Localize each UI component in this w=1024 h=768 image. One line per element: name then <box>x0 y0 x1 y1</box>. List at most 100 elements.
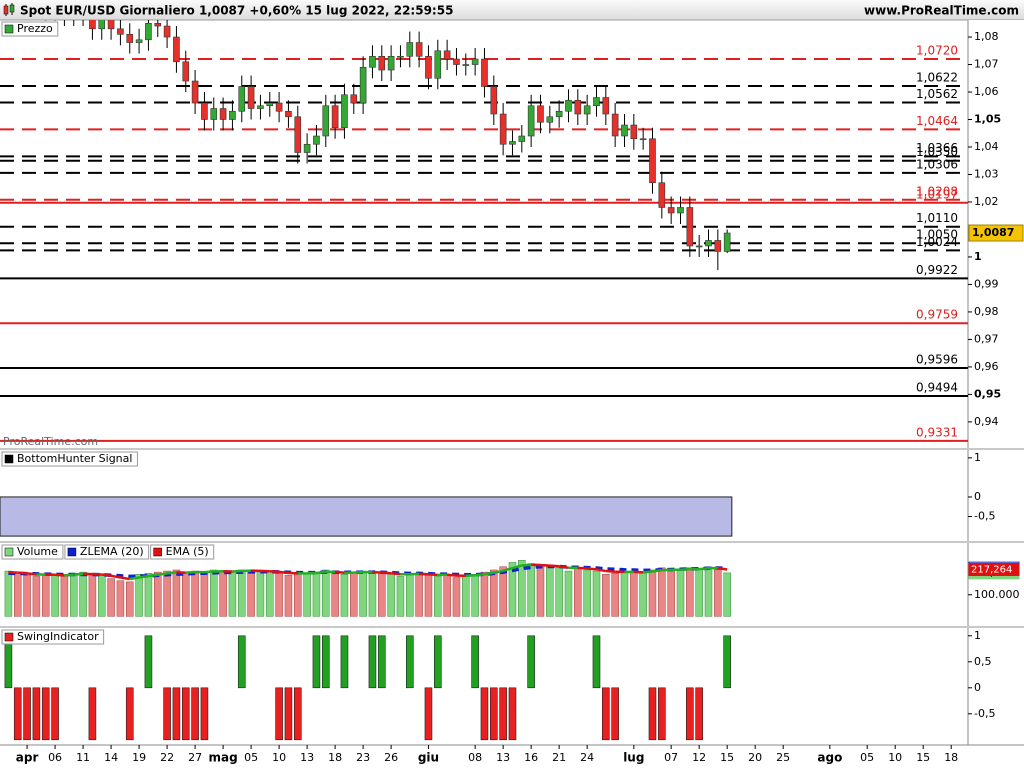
volume-bar <box>266 571 274 617</box>
level-label: 1,0622 <box>916 70 958 84</box>
volume-bar <box>704 566 713 617</box>
volume-bar <box>611 572 619 617</box>
candle-body <box>369 55 376 68</box>
y-tick-label: -0,5 <box>974 707 995 720</box>
header-title: Spot EUR/USD Giornaliero 1,0087 +0,60% 1… <box>20 4 453 18</box>
y-axis-area <box>968 20 1024 745</box>
volume-bar <box>135 574 143 617</box>
legend-item: BottomHunter Signal <box>1 451 138 467</box>
candle-body <box>509 141 516 145</box>
volume-bar <box>182 572 190 617</box>
candle-body <box>247 86 255 109</box>
volume-bar <box>172 569 181 617</box>
volume-bar <box>238 569 246 617</box>
candle-body <box>266 102 274 107</box>
candle-body <box>415 42 423 57</box>
ema-segment <box>652 568 662 573</box>
ema-segment <box>390 571 401 576</box>
volume-bar <box>592 570 601 617</box>
ema-segment <box>474 573 485 577</box>
candle-body <box>107 20 115 30</box>
legend-label: Prezzo <box>17 22 53 35</box>
volume-bar <box>695 568 703 617</box>
y-tick-label: 0,96 <box>974 360 999 373</box>
ema-segment <box>447 573 457 577</box>
candle-body <box>425 55 432 79</box>
swing-bar <box>592 635 601 689</box>
candle-body <box>173 36 180 63</box>
volume-bar <box>41 574 50 617</box>
candle-body <box>303 143 311 153</box>
volume-bar <box>462 576 470 617</box>
x-tick-label: 05 <box>860 751 874 764</box>
ema-segment <box>54 573 65 577</box>
candle-body <box>98 20 106 30</box>
y-tick-label: -0,5 <box>974 510 995 523</box>
ema-segment <box>269 570 280 574</box>
volume-bar <box>303 572 311 617</box>
ema-segment <box>129 576 140 581</box>
x-tick-label: 13 <box>300 751 314 764</box>
legend-item: Volume <box>1 544 64 560</box>
x-tick-label: 20 <box>748 751 762 764</box>
y-tick-label: 0,98 <box>974 305 999 318</box>
x-tick-label: 07 <box>664 751 678 764</box>
volume-bar <box>97 575 106 617</box>
x-tick-label: 15 <box>720 751 734 764</box>
volume-bar <box>518 560 526 617</box>
volume-bar <box>527 563 535 617</box>
volume-bar <box>415 572 423 617</box>
candle-body <box>658 182 666 208</box>
swing-bar <box>13 687 22 741</box>
y-tick-label: 100.000 <box>974 588 1020 601</box>
candle-body <box>238 86 246 112</box>
x-tick-label: 12 <box>692 751 706 764</box>
swing-bar <box>433 635 442 689</box>
level-label: 0,9922 <box>916 263 958 277</box>
y-tick-label: 0,99 <box>974 277 999 290</box>
swing-bar <box>191 687 199 741</box>
level-label: 1,0366 <box>916 141 958 155</box>
ema-segment <box>138 574 149 579</box>
ema-segment <box>316 570 326 575</box>
swing-bar <box>405 635 414 689</box>
level-label: 1,0306 <box>916 157 958 171</box>
ema-segment <box>521 563 532 567</box>
x-tick-label: 25 <box>776 751 790 764</box>
swing-bar <box>275 687 283 741</box>
panel <box>4 635 731 741</box>
volume-bar <box>602 574 610 617</box>
swing-bar <box>172 687 181 741</box>
legend-label: SwingIndicator <box>17 630 99 643</box>
ema-segment <box>73 572 84 576</box>
ema-segment <box>577 566 588 570</box>
volume-bar <box>312 571 321 617</box>
level-label: 0,9494 <box>916 381 958 395</box>
volume-bar <box>667 568 675 617</box>
volume-bar <box>210 569 218 617</box>
candle-body <box>593 97 600 107</box>
swing-bar <box>723 635 731 689</box>
panel <box>4 560 731 617</box>
volume-bar <box>480 571 489 617</box>
volume-bar <box>284 575 293 617</box>
swing-bar <box>237 635 246 689</box>
ema-segment <box>605 569 616 573</box>
swing-bar <box>508 687 517 741</box>
legend-box <box>1 629 105 645</box>
header-site[interactable]: www.ProRealTime.com <box>864 4 1019 18</box>
candle-body <box>135 39 143 43</box>
volume-bar <box>499 566 507 617</box>
swing-bar <box>181 687 190 741</box>
x-tick-label: 10 <box>272 751 286 764</box>
swing-bar <box>686 687 694 741</box>
volume-bar <box>163 570 171 617</box>
ema-segment <box>334 570 345 575</box>
x-tick-label: 18 <box>944 751 958 764</box>
legend-swatch <box>4 547 14 557</box>
legend-label: BottomHunter Signal <box>17 452 132 465</box>
x-tick-label: 05 <box>244 751 258 764</box>
swing-bar <box>88 687 97 741</box>
swing-bar <box>51 687 59 741</box>
ema-segment <box>512 564 523 570</box>
